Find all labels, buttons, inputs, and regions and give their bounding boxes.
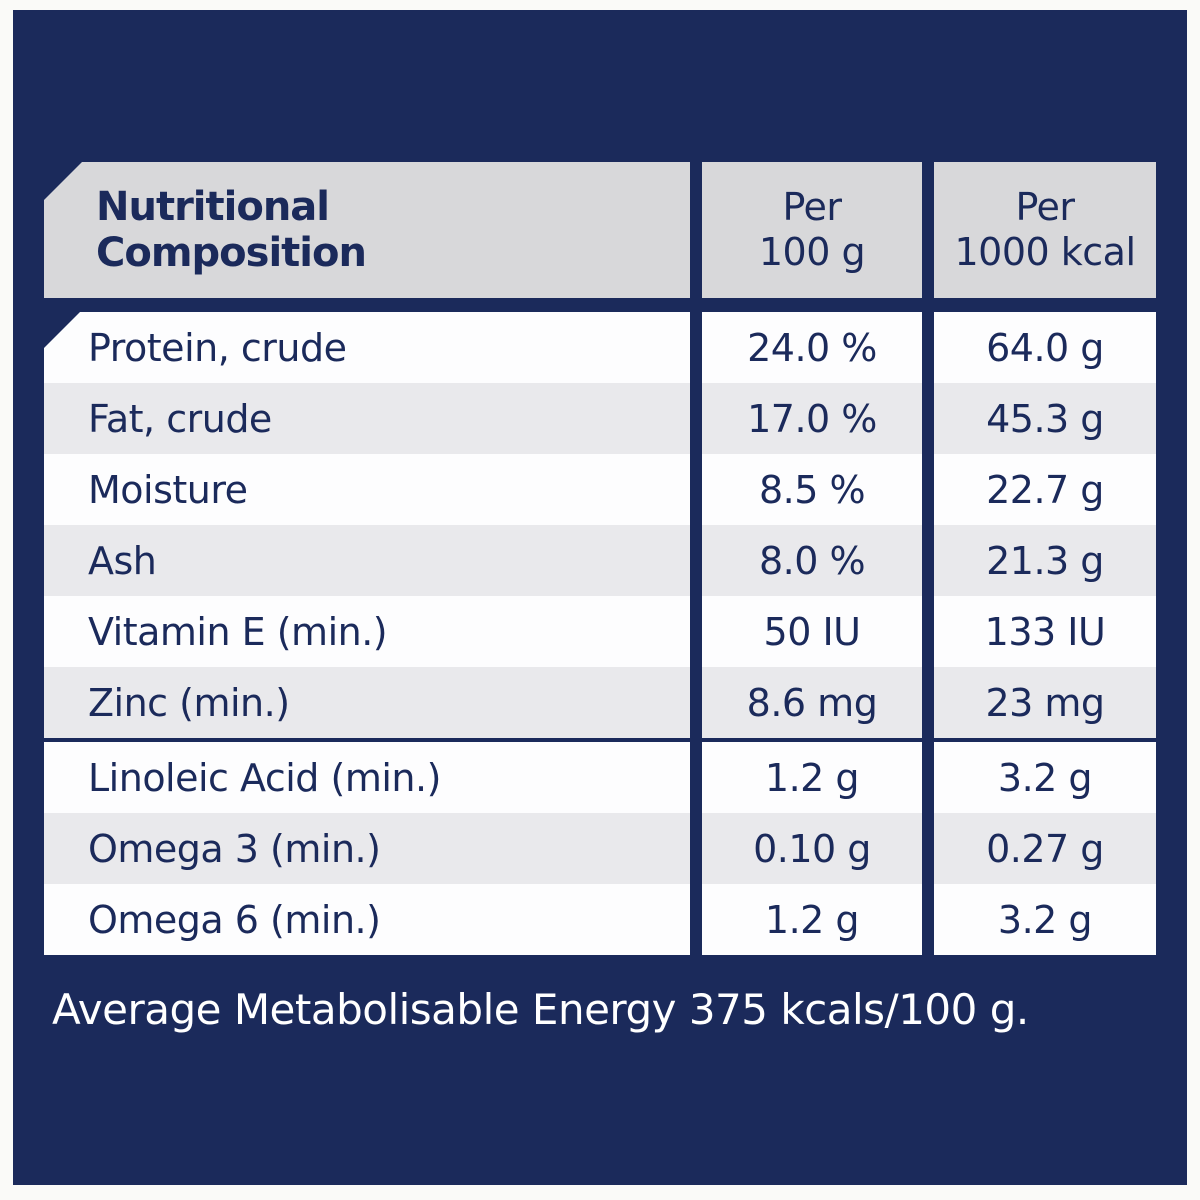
table-row: Zinc (min.) 8.6 mg 23 mg [44, 667, 1156, 738]
column-divider [922, 667, 934, 738]
row-value-per-1000kcal: 64.0 g [986, 325, 1104, 370]
column-divider [690, 813, 702, 884]
row-label: Vitamin E (min.) [88, 609, 388, 654]
metabolisable-energy-note: Average Metabolisable Energy 375 kcals/1… [52, 985, 1029, 1034]
table-row: Omega 3 (min.) 0.10 g 0.27 g [44, 813, 1156, 884]
row-value-per-1000kcal: 0.27 g [934, 813, 1156, 884]
column-divider [922, 383, 934, 454]
column-divider [922, 884, 934, 955]
row-label: Ash [44, 525, 690, 596]
column-divider [922, 525, 934, 596]
per-100g-line1: Per [782, 185, 842, 229]
header-cell-per-100g: Per 100 g [702, 162, 922, 298]
row-value-per-100g: 8.5 % [758, 467, 866, 512]
table-title-line2: Composition [96, 230, 367, 276]
row-value-per-1000kcal: 22.7 g [986, 467, 1104, 512]
table-header-row: Nutritional Composition Per 100 g Per 10… [44, 162, 1156, 298]
column-divider [690, 454, 702, 525]
column-divider [922, 312, 934, 383]
row-label: Moisture [88, 467, 248, 512]
column-divider [690, 596, 702, 667]
column-divider [690, 525, 702, 596]
row-value-per-1000kcal: 3.2 g [997, 897, 1093, 942]
column-divider [922, 596, 934, 667]
column-divider [690, 667, 702, 738]
column-divider [690, 884, 702, 955]
table-row: Moisture 8.5 % 22.7 g [44, 454, 1156, 525]
table-row: Omega 6 (min.) 1.2 g 3.2 g [44, 884, 1156, 955]
per-1000kcal-line2: 1000 kcal [954, 230, 1136, 274]
table-row: Fat, crude 17.0 % 45.3 g [44, 383, 1156, 454]
table-row: Linoleic Acid (min.) 1.2 g 3.2 g [44, 742, 1156, 813]
column-divider [922, 742, 934, 813]
row-value-per-1000kcal: 23 mg [934, 667, 1156, 738]
per-1000kcal-line1: Per [1015, 185, 1075, 229]
row-value-per-1000kcal: 133 IU [984, 609, 1106, 654]
nutrition-table-body: Protein, crude 24.0 % 64.0 g Fat, crude … [44, 312, 1156, 955]
table-row: Ash 8.0 % 21.3 g [44, 525, 1156, 596]
row-value-per-100g: 0.10 g [702, 813, 922, 884]
row-value-per-100g: 8.6 mg [702, 667, 922, 738]
row-value-per-100g: 1.2 g [764, 897, 860, 942]
per-100g-line2: 100 g [758, 230, 866, 274]
table-title-line1: Nutritional [96, 184, 330, 230]
row-label: Omega 3 (min.) [44, 813, 690, 884]
row-value-per-1000kcal: 45.3 g [934, 383, 1156, 454]
row-value-per-100g: 24.0 % [747, 325, 877, 370]
row-value-per-100g: 1.2 g [764, 755, 860, 800]
row-value-per-1000kcal: 21.3 g [934, 525, 1156, 596]
row-value-per-1000kcal: 3.2 g [997, 755, 1093, 800]
table-row: Vitamin E (min.) 50 IU 133 IU [44, 596, 1156, 667]
column-divider [922, 813, 934, 884]
section-divider [44, 738, 1156, 742]
row-value-per-100g: 50 IU [763, 609, 861, 654]
column-divider [690, 312, 702, 383]
column-divider [922, 454, 934, 525]
row-label: Zinc (min.) [44, 667, 690, 738]
column-divider [690, 742, 702, 813]
column-divider [690, 383, 702, 454]
header-cell-per-1000kcal: Per 1000 kcal [934, 162, 1156, 298]
row-label: Linoleic Acid (min.) [88, 755, 441, 800]
row-label: Omega 6 (min.) [88, 897, 381, 942]
row-value-per-100g: 17.0 % [702, 383, 922, 454]
header-cell-composition: Nutritional Composition [44, 162, 690, 298]
row-label: Fat, crude [44, 383, 690, 454]
row-value-per-100g: 8.0 % [702, 525, 922, 596]
row-label: Protein, crude [88, 325, 347, 370]
table-row: Protein, crude 24.0 % 64.0 g [44, 312, 1156, 383]
